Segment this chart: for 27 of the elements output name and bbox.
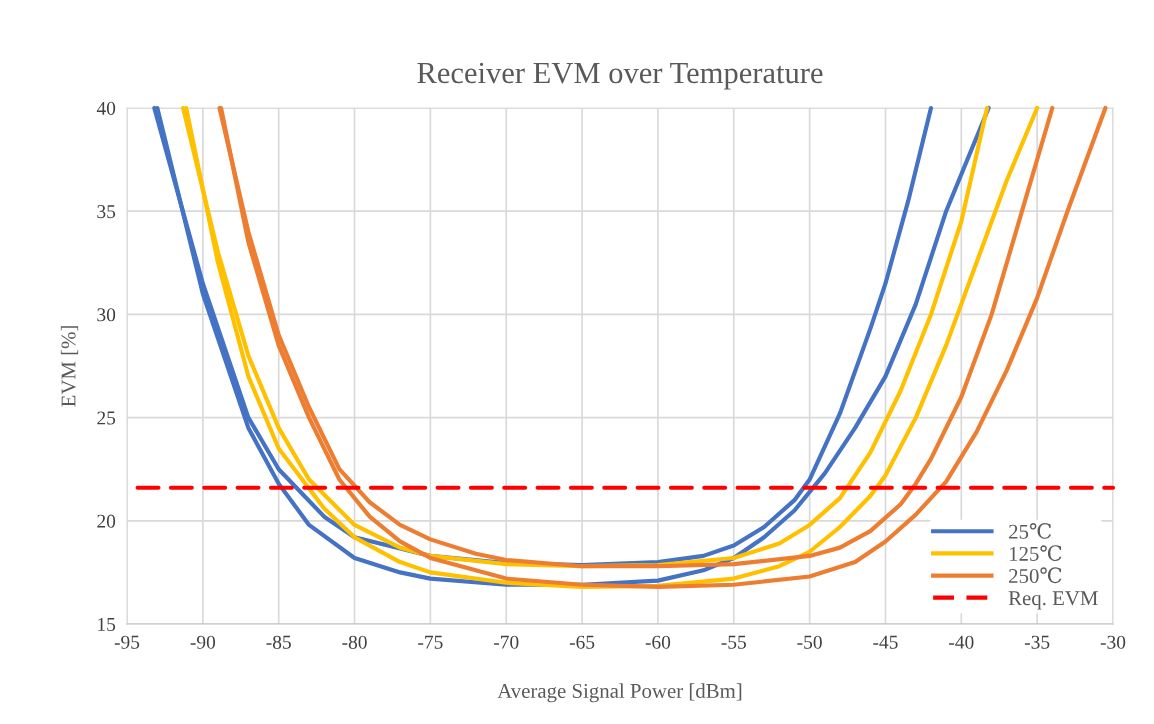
x-tick-label: -50 bbox=[797, 635, 822, 649]
x-tick-label: -55 bbox=[721, 635, 746, 649]
y-tick-label: 40 bbox=[96, 101, 116, 115]
y-tick-label: 35 bbox=[97, 205, 116, 219]
y-tick-label: 30 bbox=[97, 308, 116, 322]
legend-label: Req. EVM bbox=[1008, 591, 1098, 610]
x-tick-label: -30 bbox=[1100, 635, 1126, 649]
x-tick-label: -35 bbox=[1024, 635, 1050, 649]
y-tick-label: 25 bbox=[97, 411, 116, 425]
chart-title: Receiver EVM over Temperature bbox=[417, 62, 823, 90]
x-tick-label: -90 bbox=[190, 635, 216, 649]
y-tick-label: 20 bbox=[97, 514, 116, 528]
x-axis-title: Average Signal Power [dBm] bbox=[497, 683, 742, 703]
legend-label: 250℃ bbox=[1009, 567, 1062, 584]
legend-label: 125℃ bbox=[1009, 545, 1062, 561]
x-tick-label: -40 bbox=[949, 635, 974, 649]
legend-label: 25℃ bbox=[1009, 523, 1052, 539]
x-tick-label: -70 bbox=[493, 635, 519, 649]
x-tick-label: -45 bbox=[873, 635, 898, 649]
x-tick-label: -85 bbox=[266, 635, 291, 649]
x-tick-label: -65 bbox=[569, 635, 595, 649]
x-tick-label: -95 bbox=[114, 635, 140, 649]
x-tick-label: -80 bbox=[342, 635, 367, 649]
y-tick-label: 15 bbox=[98, 617, 116, 631]
x-tick-label: -75 bbox=[418, 635, 443, 649]
y-axis-title: EVM [%] bbox=[60, 326, 79, 407]
x-tick-label: -60 bbox=[645, 635, 671, 649]
